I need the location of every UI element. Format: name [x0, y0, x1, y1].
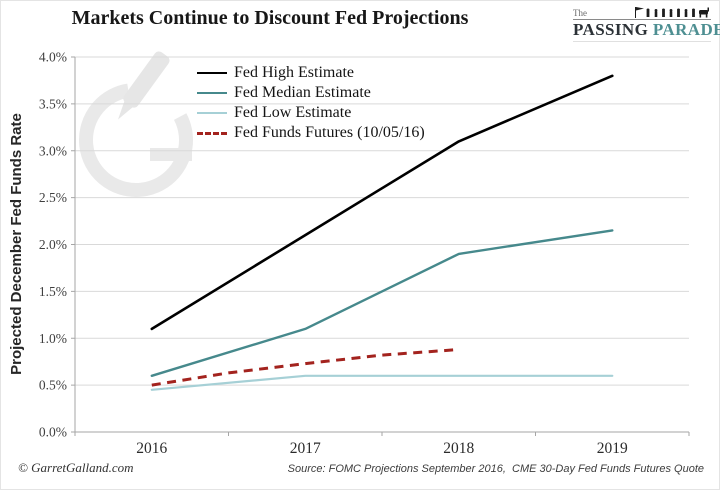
svg-text:2017: 2017 — [290, 440, 321, 457]
passing-parade-logo: The PASSING PARADE — [573, 5, 720, 42]
y-axis-title: Projected December Fed Funds Rate — [8, 113, 25, 375]
legend-item-fed-median: Fed Median Estimate — [197, 83, 425, 103]
legend-label: Fed High Estimate — [234, 64, 354, 81]
garret-galland-watermark-icon — [79, 51, 193, 197]
svg-text:1.5%: 1.5% — [39, 284, 67, 299]
page-title: Markets Continue to Discount Fed Project… — [71, 7, 469, 29]
fed-low-line-swatch — [197, 112, 227, 114]
svg-text:0.0%: 0.0% — [39, 425, 67, 440]
copyright-note: © GarretGalland.com — [18, 460, 134, 475]
fed-median-line-swatch — [197, 92, 227, 94]
line-fed-funds-futures — [151, 348, 459, 387]
y-tick-labels: 0.0% 0.5% 1.0% 1.5% 2.0% 2.5% 3.0% 3.5% 4.0% — [39, 50, 67, 440]
svg-text:3.5%: 3.5% — [39, 96, 67, 111]
svg-text:2019: 2019 — [597, 440, 628, 457]
logo-the-label: The — [573, 8, 587, 18]
svg-text:2016: 2016 — [136, 440, 167, 457]
line-fed-median — [150, 229, 614, 377]
legend-label: Fed Funds Futures (10/05/16) — [234, 124, 425, 141]
gridlines — [75, 56, 689, 386]
line-fed-high — [150, 74, 614, 331]
svg-text:3.0%: 3.0% — [39, 143, 67, 158]
axis-ticks — [71, 56, 690, 436]
fed-high-line-swatch — [197, 72, 227, 74]
chart-legend: Fed High Estimate Fed Median Estimate Fe… — [197, 63, 425, 143]
logo-parade-label: PARADE — [652, 20, 720, 39]
legend-item-fed-funds-futures: Fed Funds Futures (10/05/16) — [197, 123, 425, 143]
svg-text:0.5%: 0.5% — [39, 378, 67, 393]
plot-series — [150, 74, 614, 391]
svg-text:2.5%: 2.5% — [39, 190, 67, 205]
parade-figures-icon — [635, 7, 709, 18]
x-tick-labels: 2016 2017 2018 2019 — [136, 440, 628, 457]
svg-text:2018: 2018 — [443, 440, 474, 457]
legend-label: Fed Low Estimate — [234, 104, 352, 121]
svg-text:4.0%: 4.0% — [39, 50, 67, 65]
svg-text:2.0%: 2.0% — [39, 237, 67, 252]
svg-text:1.0%: 1.0% — [39, 331, 67, 346]
logo-passing-label: PASSING — [573, 20, 649, 39]
source-note: Source: FOMC Projections September 2016,… — [287, 463, 704, 475]
legend-item-fed-low: Fed Low Estimate — [197, 103, 425, 123]
legend-label: Fed Median Estimate — [234, 84, 371, 101]
legend-item-fed-high: Fed High Estimate — [197, 63, 425, 83]
line-fed-low — [150, 374, 614, 391]
fed-funds-futures-line-swatch — [197, 131, 227, 135]
